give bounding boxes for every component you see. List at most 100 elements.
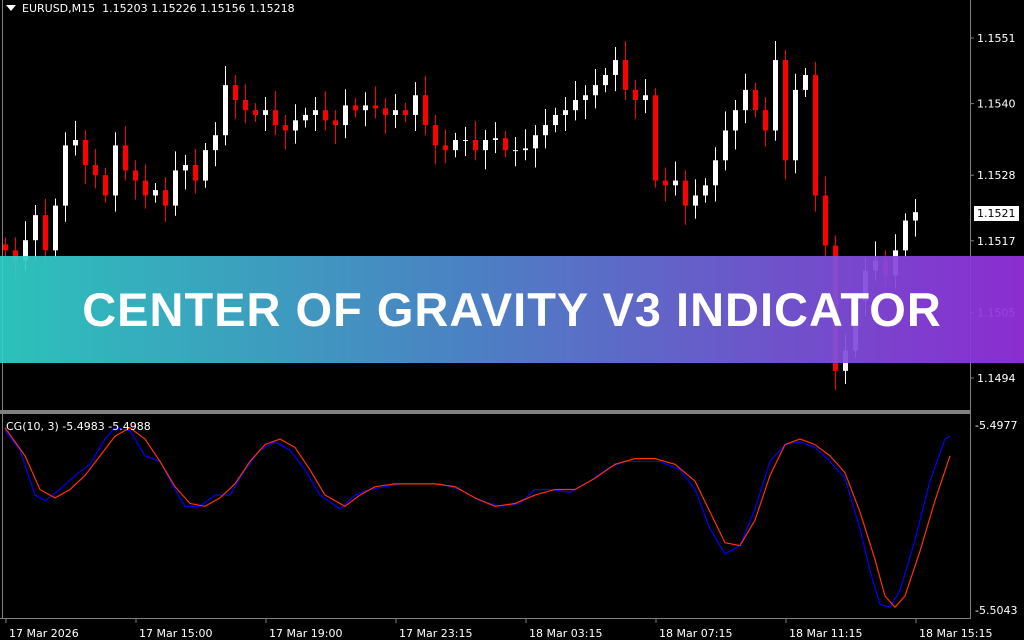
price-tick-label: 1.1494 — [977, 372, 1016, 385]
candle-body — [13, 250, 18, 261]
indicator-label: CG(10, 3) -5.4983 -5.4988 — [6, 420, 151, 433]
candle-body — [63, 145, 68, 206]
candle-body — [223, 85, 228, 136]
candle-body — [773, 60, 778, 131]
candle-body — [783, 60, 788, 161]
candle-body — [243, 100, 248, 111]
candle-body — [173, 170, 178, 206]
candle-body — [663, 180, 668, 186]
candle-body — [793, 89, 798, 161]
indicator-tick-label: -5.5043 — [975, 604, 1017, 617]
candle-body — [513, 150, 518, 152]
candle-body — [593, 85, 598, 96]
candle-body — [303, 114, 308, 121]
candle-body — [703, 185, 708, 196]
price-tick-label: 1.1528 — [977, 169, 1016, 182]
candle-body — [53, 205, 58, 251]
candle-body — [403, 110, 408, 115]
candle-body — [823, 195, 828, 246]
candle-body — [443, 145, 448, 151]
candle-body — [533, 135, 538, 149]
time-tick-label: 17 Mar 15:00 — [139, 627, 212, 640]
banner-title: CENTER OF GRAVITY V3 INDICATOR — [82, 283, 942, 336]
time-tick-label: 17 Mar 23:15 — [399, 627, 472, 640]
candle-body — [763, 110, 768, 131]
time-tick-label: 18 Mar 07:15 — [659, 627, 732, 640]
candle-body — [93, 165, 98, 176]
candle-body — [913, 212, 918, 221]
indicator-layer — [4, 427, 951, 609]
candle-body — [453, 140, 458, 151]
candle-body — [503, 138, 508, 151]
candle-body — [343, 105, 348, 126]
candle-body — [673, 180, 678, 186]
price-tick-label: 1.1540 — [977, 98, 1016, 111]
candle-body — [473, 140, 478, 151]
symbol-header: EURUSD,M15 1.15203 1.15226 1.15156 1.152… — [6, 2, 295, 15]
candle-body — [113, 145, 118, 196]
candle-body — [903, 220, 908, 251]
time-tick-label: 18 Mar 03:15 — [529, 627, 602, 640]
candle-body — [523, 148, 528, 151]
candle-body — [353, 105, 358, 111]
symbol-timeframe: EURUSD,M15 — [22, 2, 96, 15]
candle-body — [743, 89, 748, 111]
candle-body — [23, 240, 28, 261]
panel-separator[interactable] — [0, 410, 971, 414]
current-price-label: 1.1521 — [974, 206, 1019, 221]
title-banner: CENTER OF GRAVITY V3 INDICATOR — [0, 256, 1024, 363]
candle-body — [493, 138, 498, 140]
candle-body — [133, 170, 138, 181]
candle-body — [273, 110, 278, 126]
candle-body — [383, 108, 388, 115]
candle-body — [633, 89, 638, 101]
candle-body — [693, 195, 698, 206]
time-axis: 17 Mar 2026 17 Mar 15:00 17 Mar 19:00 17 Ma… — [5, 618, 992, 640]
candle-body — [33, 215, 38, 241]
price-tick-label: 1.1517 — [977, 235, 1016, 248]
candle-body — [683, 180, 688, 206]
candle-body — [263, 110, 268, 115]
candle-body — [143, 180, 148, 196]
candle-body — [803, 74, 808, 90]
candle-body — [613, 60, 618, 75]
candle-body — [233, 85, 238, 101]
candle-body — [553, 114, 558, 126]
time-tick-label: 18 Mar 15:15 — [919, 627, 992, 640]
time-tick-label: 17 Mar 19:00 — [269, 627, 342, 640]
candle-body — [73, 140, 78, 146]
ohlc-values: 1.15203 1.15226 1.15156 1.15218 — [102, 2, 295, 15]
candle-body — [393, 110, 398, 115]
candle-body — [563, 110, 568, 115]
candle-body — [733, 110, 738, 131]
candle-body — [153, 190, 158, 196]
price-tick-label: 1.1551 — [977, 32, 1016, 45]
dropdown-triangle-icon[interactable] — [6, 5, 16, 11]
candle-body — [543, 125, 548, 136]
candle-body — [813, 74, 818, 196]
indicator-tick-label: -5.4977 — [975, 419, 1017, 432]
candle-body — [653, 95, 658, 181]
candle-body — [3, 244, 8, 251]
candle-body — [183, 165, 188, 171]
candle-body — [713, 160, 718, 186]
candle-body — [103, 175, 108, 196]
candle-body — [483, 140, 488, 151]
time-tick-label: 17 Mar 2026 — [9, 627, 79, 640]
candle-body — [203, 150, 208, 181]
cg-signal-line — [4, 427, 951, 609]
candle-body — [573, 100, 578, 111]
candle-body — [603, 74, 608, 86]
candle-body — [363, 105, 368, 111]
candle-body — [43, 215, 48, 251]
candle-body — [313, 110, 318, 115]
candle-body — [623, 60, 628, 90]
candle-body — [193, 165, 198, 181]
candle-body — [463, 140, 468, 141]
candle-body — [83, 140, 88, 166]
candle-body — [163, 190, 168, 206]
candle-body — [583, 95, 588, 101]
candle-body — [413, 95, 418, 115]
time-tick-label: 18 Mar 11:15 — [789, 627, 862, 640]
candle-body — [423, 95, 428, 126]
